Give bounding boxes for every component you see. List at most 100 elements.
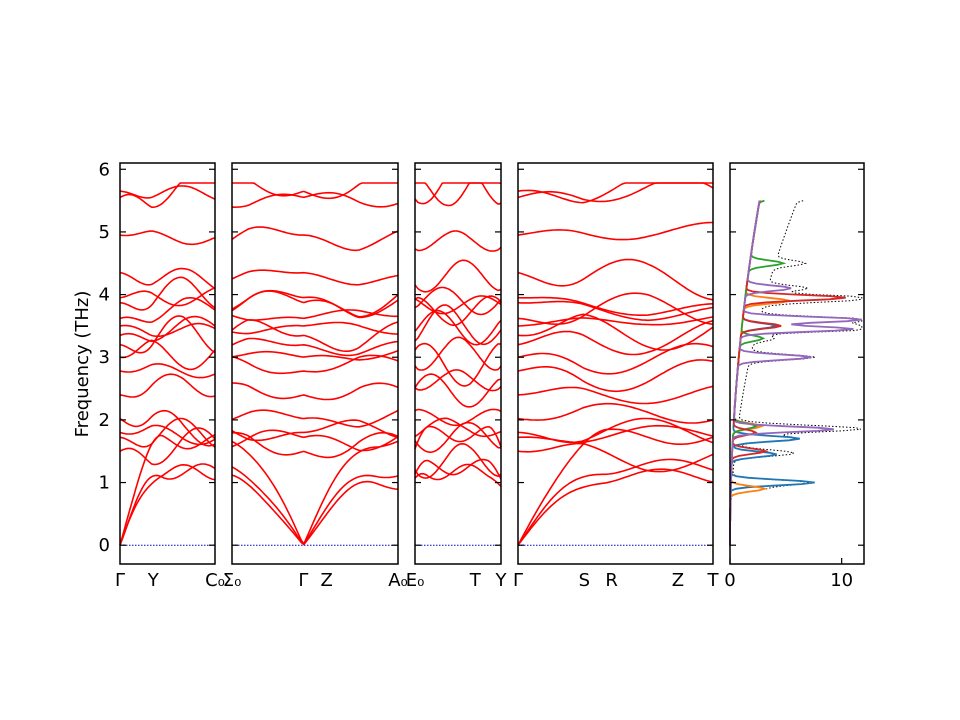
phonon-band-p4-9	[517, 342, 714, 375]
phonon-band-p2-7	[231, 382, 399, 401]
phonon-band-p3-6	[414, 408, 502, 427]
band-panel-frame-p4	[517, 162, 714, 565]
phonon-band-p1-19	[119, 185, 216, 200]
phonon-band-p3-11	[414, 304, 502, 346]
phonon-band-p1-6	[119, 409, 216, 447]
phonon-band-p4-10	[517, 319, 714, 356]
band-panel-frame-p2	[231, 162, 399, 565]
phonon-band-p3-18	[415, 182, 502, 207]
phonon-band-p4-3	[517, 442, 714, 473]
band-panel-frame-p1	[119, 162, 216, 565]
phonon-band-p3-8	[414, 369, 502, 392]
phonon-band-p2-1	[231, 466, 399, 546]
phonon-band-p3-12	[414, 309, 502, 346]
phonon-band-p2-15	[231, 289, 399, 319]
phonon-band-p1-5	[119, 424, 216, 446]
phonon-band-p4-2	[517, 428, 714, 546]
phonon-band-p1-16	[119, 267, 216, 290]
kpoint-label-p1-0: Γ	[115, 570, 125, 591]
phonon-band-p4-17	[517, 221, 714, 241]
phonon-band-p1-8	[119, 363, 216, 379]
phonon-band-p1-12	[119, 322, 216, 338]
dos-layer	[729, 199, 863, 546]
phonon-band-p3-5	[414, 421, 501, 454]
phonon-band-p4-15	[517, 296, 714, 317]
band-structure-layer	[119, 182, 714, 546]
y-tick-label-3: 3	[99, 347, 110, 368]
kpoint-label-p2-0: Σ₀	[223, 570, 242, 591]
phonon-band-p1-1	[119, 463, 216, 546]
phonon-band-p1-2	[119, 434, 216, 546]
phonon-band-p1-14	[119, 276, 216, 311]
phonon-band-p4-7	[517, 385, 714, 405]
phonon-band-p3-14	[414, 295, 502, 315]
phonon-band-p1-15	[119, 287, 216, 307]
phonon-band-p2-17	[231, 226, 399, 252]
phonon-band-p4-8	[517, 359, 714, 393]
phonon-band-p2-10	[231, 337, 399, 357]
phonon-band-p4-6	[517, 402, 714, 424]
phonon-band-p1-3	[119, 427, 216, 466]
phonon-band-p3-15	[414, 286, 502, 316]
phonon-band-p4-12	[517, 316, 714, 327]
phonon-band-p4-11	[517, 313, 714, 351]
phonon-band-p2-5	[231, 419, 399, 442]
phonon-band-p2-14	[231, 290, 399, 318]
phonon-band-p1-0	[119, 463, 216, 546]
phonon-band-p4-18	[517, 182, 713, 203]
band-panel-frame-p3	[414, 162, 502, 565]
dos-total-curve	[729, 200, 863, 546]
kpoint-label-p4-2: R	[605, 570, 618, 591]
kpoint-label-p4-1: S	[579, 570, 590, 591]
kpoint-label-p4-3: Z	[672, 570, 684, 591]
y-tick-label-1: 1	[99, 473, 110, 494]
phonon-band-p2-12	[231, 321, 399, 335]
dos-x-tick-label-0: 0	[724, 570, 735, 591]
phonon-band-p4-4	[517, 424, 714, 444]
phonon-band-p3-1	[414, 458, 502, 480]
y-tick-label-6: 6	[99, 159, 110, 180]
y-axis-label: Frequency (THz)	[72, 291, 93, 438]
phonon-band-p1-17	[119, 230, 216, 246]
kpoint-label-p1-1: Y	[147, 570, 160, 591]
dos-partial-curve-4	[729, 200, 862, 546]
phonon-band-p1-13	[119, 296, 216, 324]
phonon-band-p4-16	[517, 258, 714, 301]
phonon-band-p2-2	[231, 440, 399, 546]
phonon-band-p2-18	[231, 191, 399, 209]
phonon-band-p2-19	[232, 182, 398, 200]
y-tick-label-4: 4	[99, 285, 110, 306]
phonon-band-p2-0	[231, 474, 399, 546]
phonon-band-p3-19	[414, 182, 502, 205]
phonon-band-p2-6	[231, 409, 399, 428]
kpoint-label-p2-1: Γ	[298, 570, 308, 591]
y-tick-label-2: 2	[99, 410, 110, 431]
phonon-band-p4-13	[517, 292, 714, 326]
phonon-band-p2-13	[231, 309, 398, 321]
phonon-band-p2-4	[231, 429, 399, 452]
phonon-band-p4-19	[517, 182, 714, 204]
phonon-band-p2-11	[231, 318, 399, 353]
phonon-band-p3-16	[414, 259, 502, 293]
phonon-band-p4-1	[517, 458, 714, 546]
phonon-band-p2-9	[231, 349, 399, 361]
phonon-band-p3-10	[414, 336, 502, 371]
phonon-band-p1-4	[119, 417, 216, 448]
dos-panel-frame	[729, 162, 865, 565]
kpoint-label-p1-2: C₀	[205, 570, 225, 591]
phonon-band-p1-7	[119, 373, 216, 398]
dos-partial-curve-1	[729, 199, 790, 546]
phonon-band-p3-2	[414, 425, 502, 450]
phonon-band-p2-3	[231, 431, 399, 459]
y-tick-label-5: 5	[99, 222, 110, 243]
phonon-band-p2-16	[231, 269, 399, 286]
kpoint-label-p3-2: Y	[495, 570, 508, 591]
kpoint-label-p4-0: Γ	[513, 570, 523, 591]
phonon-band-p4-5	[517, 417, 714, 444]
phonon-band-p4-14	[517, 300, 714, 322]
phonon-band-p1-10	[119, 315, 216, 354]
phonon-band-p4-0	[517, 468, 714, 546]
phonon-band-p2-8	[231, 354, 399, 375]
kpoint-label-p2-2: Z	[320, 570, 332, 591]
